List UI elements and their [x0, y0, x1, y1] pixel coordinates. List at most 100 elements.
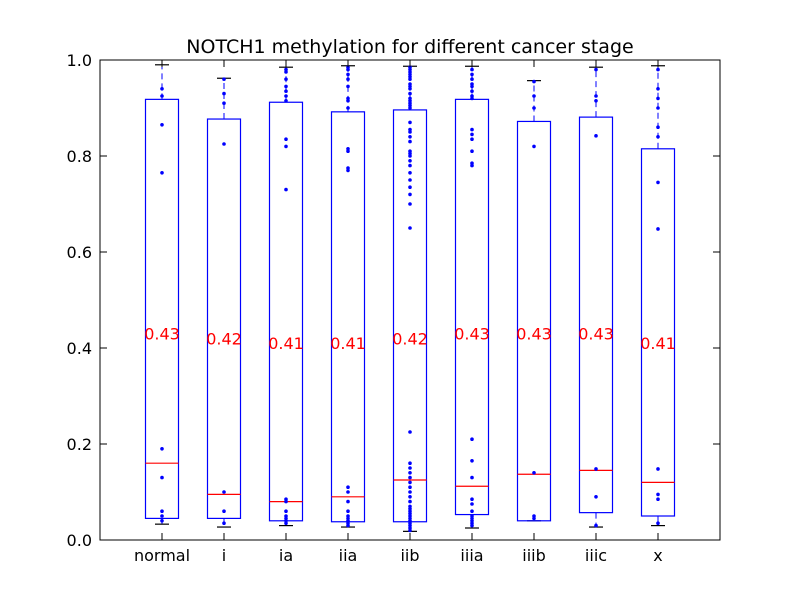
flier-point [594, 99, 598, 103]
flier-point [408, 471, 412, 475]
flier-point [408, 91, 412, 96]
x-tick-label: ia [279, 546, 293, 565]
flier-point [284, 187, 288, 192]
flier-point [160, 475, 164, 480]
flier-point [470, 509, 474, 513]
flier-point [594, 495, 598, 499]
flier-point [222, 101, 226, 105]
chart-title: NOTCH1 methylation for different cancer … [186, 36, 633, 58]
flier-point [408, 139, 412, 144]
flier-point [160, 519, 164, 523]
flier-point [408, 135, 412, 139]
box-iiic: 0.43 [578, 66, 614, 528]
flier-point [408, 185, 412, 189]
flier-point [346, 72, 350, 77]
flier-point [594, 523, 598, 528]
flier-point [346, 490, 350, 494]
flier-point [284, 99, 288, 103]
flier-point [222, 91, 226, 96]
mean-label: 0.41 [330, 334, 366, 353]
flier-point [408, 495, 412, 499]
mean-label: 0.42 [206, 329, 242, 348]
mean-label: 0.42 [392, 329, 428, 348]
iqr-box [578, 116, 614, 514]
flier-point [656, 521, 660, 525]
flier-point [470, 94, 474, 98]
y-tick-label: 1.0 [67, 51, 92, 70]
flier-point [656, 135, 660, 139]
flier-point [532, 144, 536, 149]
flier-point [532, 106, 536, 110]
flier-point [284, 77, 288, 81]
flier-point [408, 120, 412, 125]
flier-point [470, 67, 474, 72]
flier-point [408, 499, 412, 504]
flier-point [470, 89, 474, 93]
iqr-box [206, 118, 242, 519]
flier-point [656, 180, 660, 185]
flier-point [532, 471, 536, 475]
flier-point [656, 106, 660, 110]
y-axis: 0.0 0.2 0.4 0.6 0.8 1.0 [67, 51, 720, 550]
flier-point [532, 79, 536, 84]
iqr-box [144, 98, 180, 520]
flier-point [470, 514, 474, 518]
x-tick-label: iib [400, 546, 419, 565]
flier-point [408, 127, 412, 132]
flier-point [160, 94, 164, 98]
flier-point [222, 77, 226, 81]
flier-point [408, 461, 412, 466]
mean-label: 0.41 [268, 334, 304, 353]
flier-point [470, 437, 474, 442]
flier-point [470, 132, 474, 137]
flier-point [656, 96, 660, 101]
flier-point [656, 67, 660, 72]
flier-point [346, 499, 350, 504]
flier-point [408, 466, 412, 470]
flier-point [408, 202, 412, 206]
flier-point [284, 497, 288, 502]
flier-point [408, 82, 412, 86]
plot-area: 0.43 0.42 0.41 0.41 0.42 0.43 0.43 0.43 0.41 [144, 64, 676, 533]
box-iiia: 0.43 [454, 65, 490, 529]
box-iiib: 0.43 [516, 79, 552, 522]
flier-point [346, 96, 350, 101]
y-tick-label: 0.8 [67, 147, 92, 166]
flier-point [284, 84, 288, 89]
x-tick-label: x [653, 546, 662, 565]
y-tick-label: 0.6 [67, 243, 92, 262]
flier-point [408, 192, 412, 197]
flier-point [160, 447, 164, 451]
flier-point [594, 134, 598, 138]
mean-label: 0.43 [578, 325, 614, 344]
flier-point [470, 161, 474, 165]
flier-point [408, 504, 412, 509]
flier-point [408, 96, 412, 101]
x-tick-label: iiic [585, 546, 607, 565]
flier-point [160, 514, 164, 518]
flier-point [408, 226, 412, 230]
box-iia: 0.41 [330, 65, 366, 528]
flier-point [160, 123, 164, 127]
flier-point [222, 142, 226, 146]
box-ia: 0.41 [268, 66, 304, 527]
flier-point [656, 125, 660, 129]
flier-point [160, 509, 164, 513]
flier-point [346, 514, 350, 518]
flier-point [470, 72, 474, 77]
flier-point [470, 127, 474, 132]
flier-point [408, 475, 412, 480]
flier-point [346, 166, 350, 170]
iqr-box [516, 120, 552, 522]
flier-point [284, 137, 288, 141]
flier-point [284, 94, 288, 98]
flier-point [408, 149, 412, 153]
flier-point [470, 137, 474, 141]
flier-point [284, 509, 288, 513]
x-tick-label: i [222, 546, 226, 565]
flier-point [284, 144, 288, 149]
flier-point [346, 65, 350, 69]
flier-point [408, 159, 412, 163]
flier-point [222, 490, 226, 494]
flier-point [594, 67, 598, 72]
